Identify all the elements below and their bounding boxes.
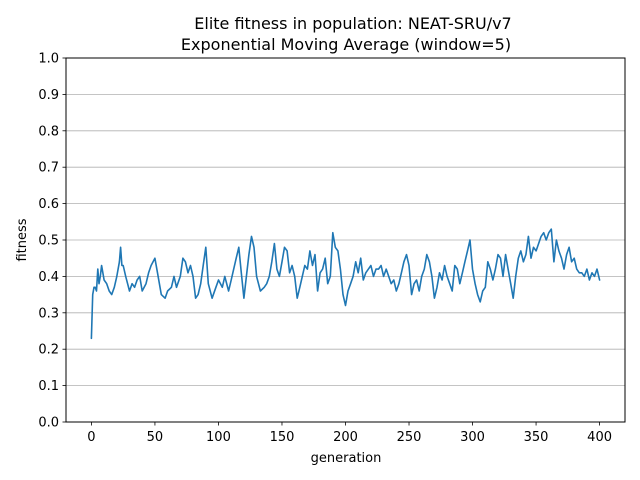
y-tick-label: 0.7: [38, 161, 59, 176]
y-tick-label: 0.0: [38, 416, 59, 431]
x-tick-label: 100: [206, 430, 231, 445]
y-tick-label: 1.0: [38, 52, 59, 67]
y-tick-label: 0.9: [38, 88, 59, 103]
x-axis: 0 50 100 150 200 250 300 350 400: [87, 422, 612, 445]
series-line: [90, 228, 601, 340]
y-tick-label: 0.8: [38, 124, 59, 139]
x-tick-label: 350: [524, 430, 549, 445]
y-tick-label: 0.6: [38, 197, 59, 212]
chart-subtitle: Exponential Moving Average (window=5): [181, 35, 511, 54]
series-layer: [90, 228, 601, 340]
y-tick-label: 0.3: [38, 306, 59, 321]
x-tick-label: 400: [587, 430, 612, 445]
x-tick-label: 300: [460, 430, 485, 445]
y-tick-label: 0.4: [38, 270, 59, 285]
x-axis-title: generation: [311, 451, 382, 466]
y-tick-label: 0.1: [38, 379, 59, 394]
y-axis-title: fitness: [15, 218, 30, 261]
x-tick-label: 200: [333, 430, 358, 445]
x-tick-label: 0: [87, 430, 95, 445]
y-tick-label: 0.2: [38, 343, 59, 358]
y-tick-label: 0.5: [38, 234, 59, 249]
y-axis: 0.0 0.1 0.2 0.3 0.4 0.5 0.6 0.7 0.8 0.9 1.0: [38, 52, 66, 431]
x-tick-label: 250: [397, 430, 422, 445]
x-tick-label: 50: [147, 430, 164, 445]
chart-title: Elite fitness in population: NEAT-SRU/v7: [194, 14, 511, 33]
x-tick-label: 150: [270, 430, 295, 445]
